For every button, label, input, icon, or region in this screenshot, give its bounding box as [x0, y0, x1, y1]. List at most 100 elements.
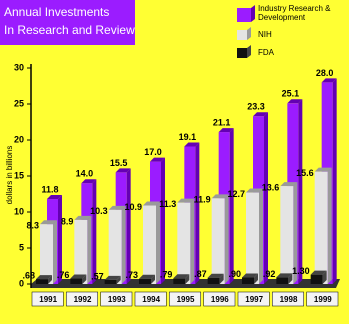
x-tick-label: 1993 [108, 295, 126, 304]
bar-top [108, 205, 126, 210]
y-tick-label: 25 [14, 98, 24, 108]
bar-top [150, 157, 165, 162]
bar-side [322, 270, 327, 284]
value-label: 10.9 [124, 202, 142, 212]
legend-swatch [237, 48, 247, 58]
value-label: .76 [57, 270, 70, 280]
y-tick-label: 10 [14, 206, 24, 216]
bar-side [298, 99, 303, 284]
x-tick-label: 1998 [280, 295, 298, 304]
bar-top [115, 168, 131, 173]
x-tick-label: 1991 [39, 295, 57, 304]
value-label: 10.3 [90, 206, 108, 216]
bar-side [156, 201, 160, 284]
bar-top [40, 220, 57, 225]
bar-face [177, 202, 191, 284]
bar-top [218, 128, 234, 133]
title-box: Annual Investments In Research and Revie… [0, 0, 135, 45]
bar [211, 194, 229, 284]
legend-swatch-side [251, 5, 255, 22]
bar-top [276, 273, 293, 278]
bar-top [207, 273, 224, 278]
bar [173, 274, 190, 284]
bar-side [58, 195, 62, 284]
bar [104, 275, 121, 284]
bar-side [92, 179, 97, 284]
bar-top [242, 273, 258, 278]
value-label: 19.1 [179, 132, 197, 142]
bar [139, 274, 155, 284]
value-label: 11.3 [159, 199, 176, 209]
value-label: 25.1 [282, 89, 300, 99]
bar [242, 273, 258, 284]
legend-label: FDA [258, 48, 274, 57]
y-tick-label: 5 [19, 242, 24, 252]
value-label: 21.1 [213, 117, 231, 127]
bar-side [48, 275, 52, 284]
value-label: 8.3 [26, 221, 39, 231]
bar-top [139, 274, 155, 279]
y-tick-label: 0 [19, 278, 24, 288]
legend-label: NIH [258, 30, 272, 39]
value-label: 14.0 [76, 169, 94, 179]
bar [276, 273, 293, 284]
x-tick-box [100, 291, 133, 307]
bar [310, 270, 327, 284]
bar-face [280, 186, 294, 284]
bar-top [143, 201, 160, 206]
bar-top [211, 194, 229, 199]
bar-top [74, 215, 92, 220]
y-tick-label: 15 [14, 170, 24, 180]
bar [280, 182, 298, 284]
bar-side [254, 273, 258, 284]
chart-title: In Research and Review [4, 23, 135, 37]
bar-side [288, 273, 293, 284]
bar-side [161, 157, 165, 284]
x-tick-box [31, 291, 64, 307]
bar-face [108, 209, 122, 284]
bar-face [211, 198, 225, 284]
value-label: 11.8 [41, 184, 58, 194]
bar-top [184, 142, 200, 147]
value-label: .92 [263, 269, 276, 279]
value-label: 12.7 [227, 189, 245, 199]
chart-title: Annual Investments [4, 5, 110, 19]
x-tick-box [134, 291, 167, 307]
bar-top [314, 167, 332, 172]
value-label: 1.30 [292, 266, 310, 276]
bar-face [70, 278, 83, 284]
value-label: 13.6 [262, 182, 280, 192]
x-tick-label: 1995 [177, 295, 195, 304]
bar-side [195, 142, 200, 284]
x-tick-box [272, 291, 304, 307]
bar-top [280, 182, 298, 187]
bar-side [116, 275, 121, 284]
value-label: .57 [91, 271, 104, 281]
x-tick-label: 1999 [314, 295, 332, 304]
bar-side [126, 168, 131, 284]
bar-top [253, 112, 268, 117]
bar-side [190, 198, 195, 284]
x-tick-box [237, 291, 270, 307]
bar-face [276, 277, 289, 284]
bar-side [293, 182, 298, 284]
x-tick-box [306, 291, 339, 307]
bar-face [242, 277, 254, 284]
bar-face [74, 219, 88, 284]
value-label: 28.0 [316, 68, 334, 78]
bar-face [143, 205, 156, 284]
bar-top [173, 274, 190, 279]
bar-face [139, 278, 151, 284]
x-tick-label: 1992 [74, 295, 92, 304]
bar [36, 275, 52, 284]
bar [177, 198, 195, 284]
x-tick-box [203, 291, 236, 307]
x-tick-box [169, 291, 201, 307]
bar-face [40, 224, 53, 284]
x-tick-label: 1996 [211, 295, 229, 304]
bar-top [104, 275, 121, 280]
bar-side [87, 215, 92, 284]
bar-side [82, 274, 87, 284]
